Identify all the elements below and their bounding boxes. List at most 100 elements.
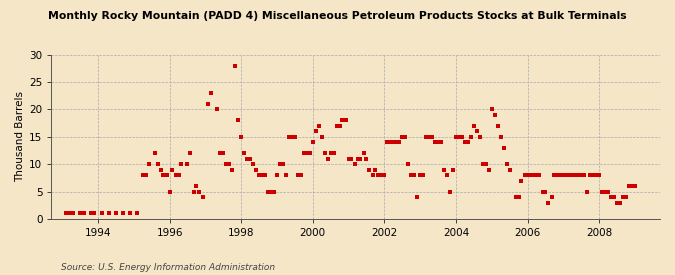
Point [206, 91, 217, 95]
Point [549, 173, 560, 177]
Point [408, 173, 419, 177]
Point [418, 173, 429, 177]
Point [614, 200, 625, 205]
Point [292, 173, 303, 177]
Point [376, 173, 387, 177]
Point [454, 135, 464, 139]
Point [328, 151, 339, 155]
Point [111, 211, 122, 216]
Point [337, 118, 348, 123]
Point [493, 124, 504, 128]
Point [495, 135, 506, 139]
Point [323, 156, 333, 161]
Point [630, 184, 641, 188]
Point [319, 151, 330, 155]
Point [271, 173, 282, 177]
Text: Monthly Rocky Mountain (PADD 4) Miscellaneous Petroleum Products Stocks at Bulk : Monthly Rocky Mountain (PADD 4) Miscella… [48, 11, 627, 21]
Point [534, 173, 545, 177]
Point [555, 173, 566, 177]
Point [132, 211, 142, 216]
Point [224, 162, 235, 166]
Point [355, 156, 366, 161]
Point [245, 156, 256, 161]
Point [525, 173, 536, 177]
Point [170, 173, 181, 177]
Point [287, 135, 298, 139]
Point [394, 140, 405, 145]
Point [143, 162, 154, 166]
Point [498, 145, 509, 150]
Point [164, 189, 175, 194]
Point [457, 135, 468, 139]
Point [594, 173, 605, 177]
Point [504, 167, 515, 172]
Point [89, 211, 100, 216]
Point [529, 173, 539, 177]
Point [194, 189, 205, 194]
Point [202, 102, 213, 106]
Point [367, 173, 378, 177]
Point [188, 189, 199, 194]
Point [414, 173, 425, 177]
Point [155, 167, 166, 172]
Point [552, 173, 563, 177]
Point [260, 173, 271, 177]
Point [609, 195, 620, 199]
Point [578, 173, 589, 177]
Point [60, 211, 71, 216]
Point [430, 140, 441, 145]
Point [230, 64, 240, 68]
Point [212, 107, 223, 112]
Point [576, 173, 587, 177]
Point [176, 162, 187, 166]
Point [597, 189, 608, 194]
Point [403, 162, 414, 166]
Point [585, 173, 595, 177]
Point [424, 135, 435, 139]
Point [433, 140, 443, 145]
Point [153, 162, 163, 166]
Point [343, 156, 354, 161]
Point [325, 151, 336, 155]
Point [364, 167, 375, 172]
Point [522, 173, 533, 177]
Point [140, 173, 151, 177]
Point [242, 156, 252, 161]
Point [358, 151, 369, 155]
Point [475, 135, 485, 139]
Point [301, 151, 312, 155]
Point [421, 135, 431, 139]
Point [236, 135, 246, 139]
Point [603, 189, 614, 194]
Point [612, 200, 622, 205]
Text: Source: U.S. Energy Information Administration: Source: U.S. Energy Information Administ… [61, 263, 275, 272]
Point [477, 162, 488, 166]
Point [462, 140, 473, 145]
Point [167, 167, 178, 172]
Point [412, 195, 423, 199]
Point [215, 151, 226, 155]
Point [573, 173, 584, 177]
Point [570, 173, 580, 177]
Point [519, 173, 530, 177]
Point [531, 173, 542, 177]
Point [161, 173, 172, 177]
Point [117, 211, 128, 216]
Point [483, 167, 494, 172]
Point [68, 211, 78, 216]
Point [251, 167, 262, 172]
Point [618, 195, 628, 199]
Point [444, 189, 455, 194]
Point [379, 173, 389, 177]
Point [546, 195, 557, 199]
Point [346, 156, 357, 161]
Point [331, 124, 342, 128]
Point [588, 173, 599, 177]
Point [334, 124, 345, 128]
Point [382, 140, 393, 145]
Point [191, 184, 202, 188]
Point [435, 140, 446, 145]
Point [158, 173, 169, 177]
Point [460, 140, 470, 145]
Point [466, 135, 477, 139]
